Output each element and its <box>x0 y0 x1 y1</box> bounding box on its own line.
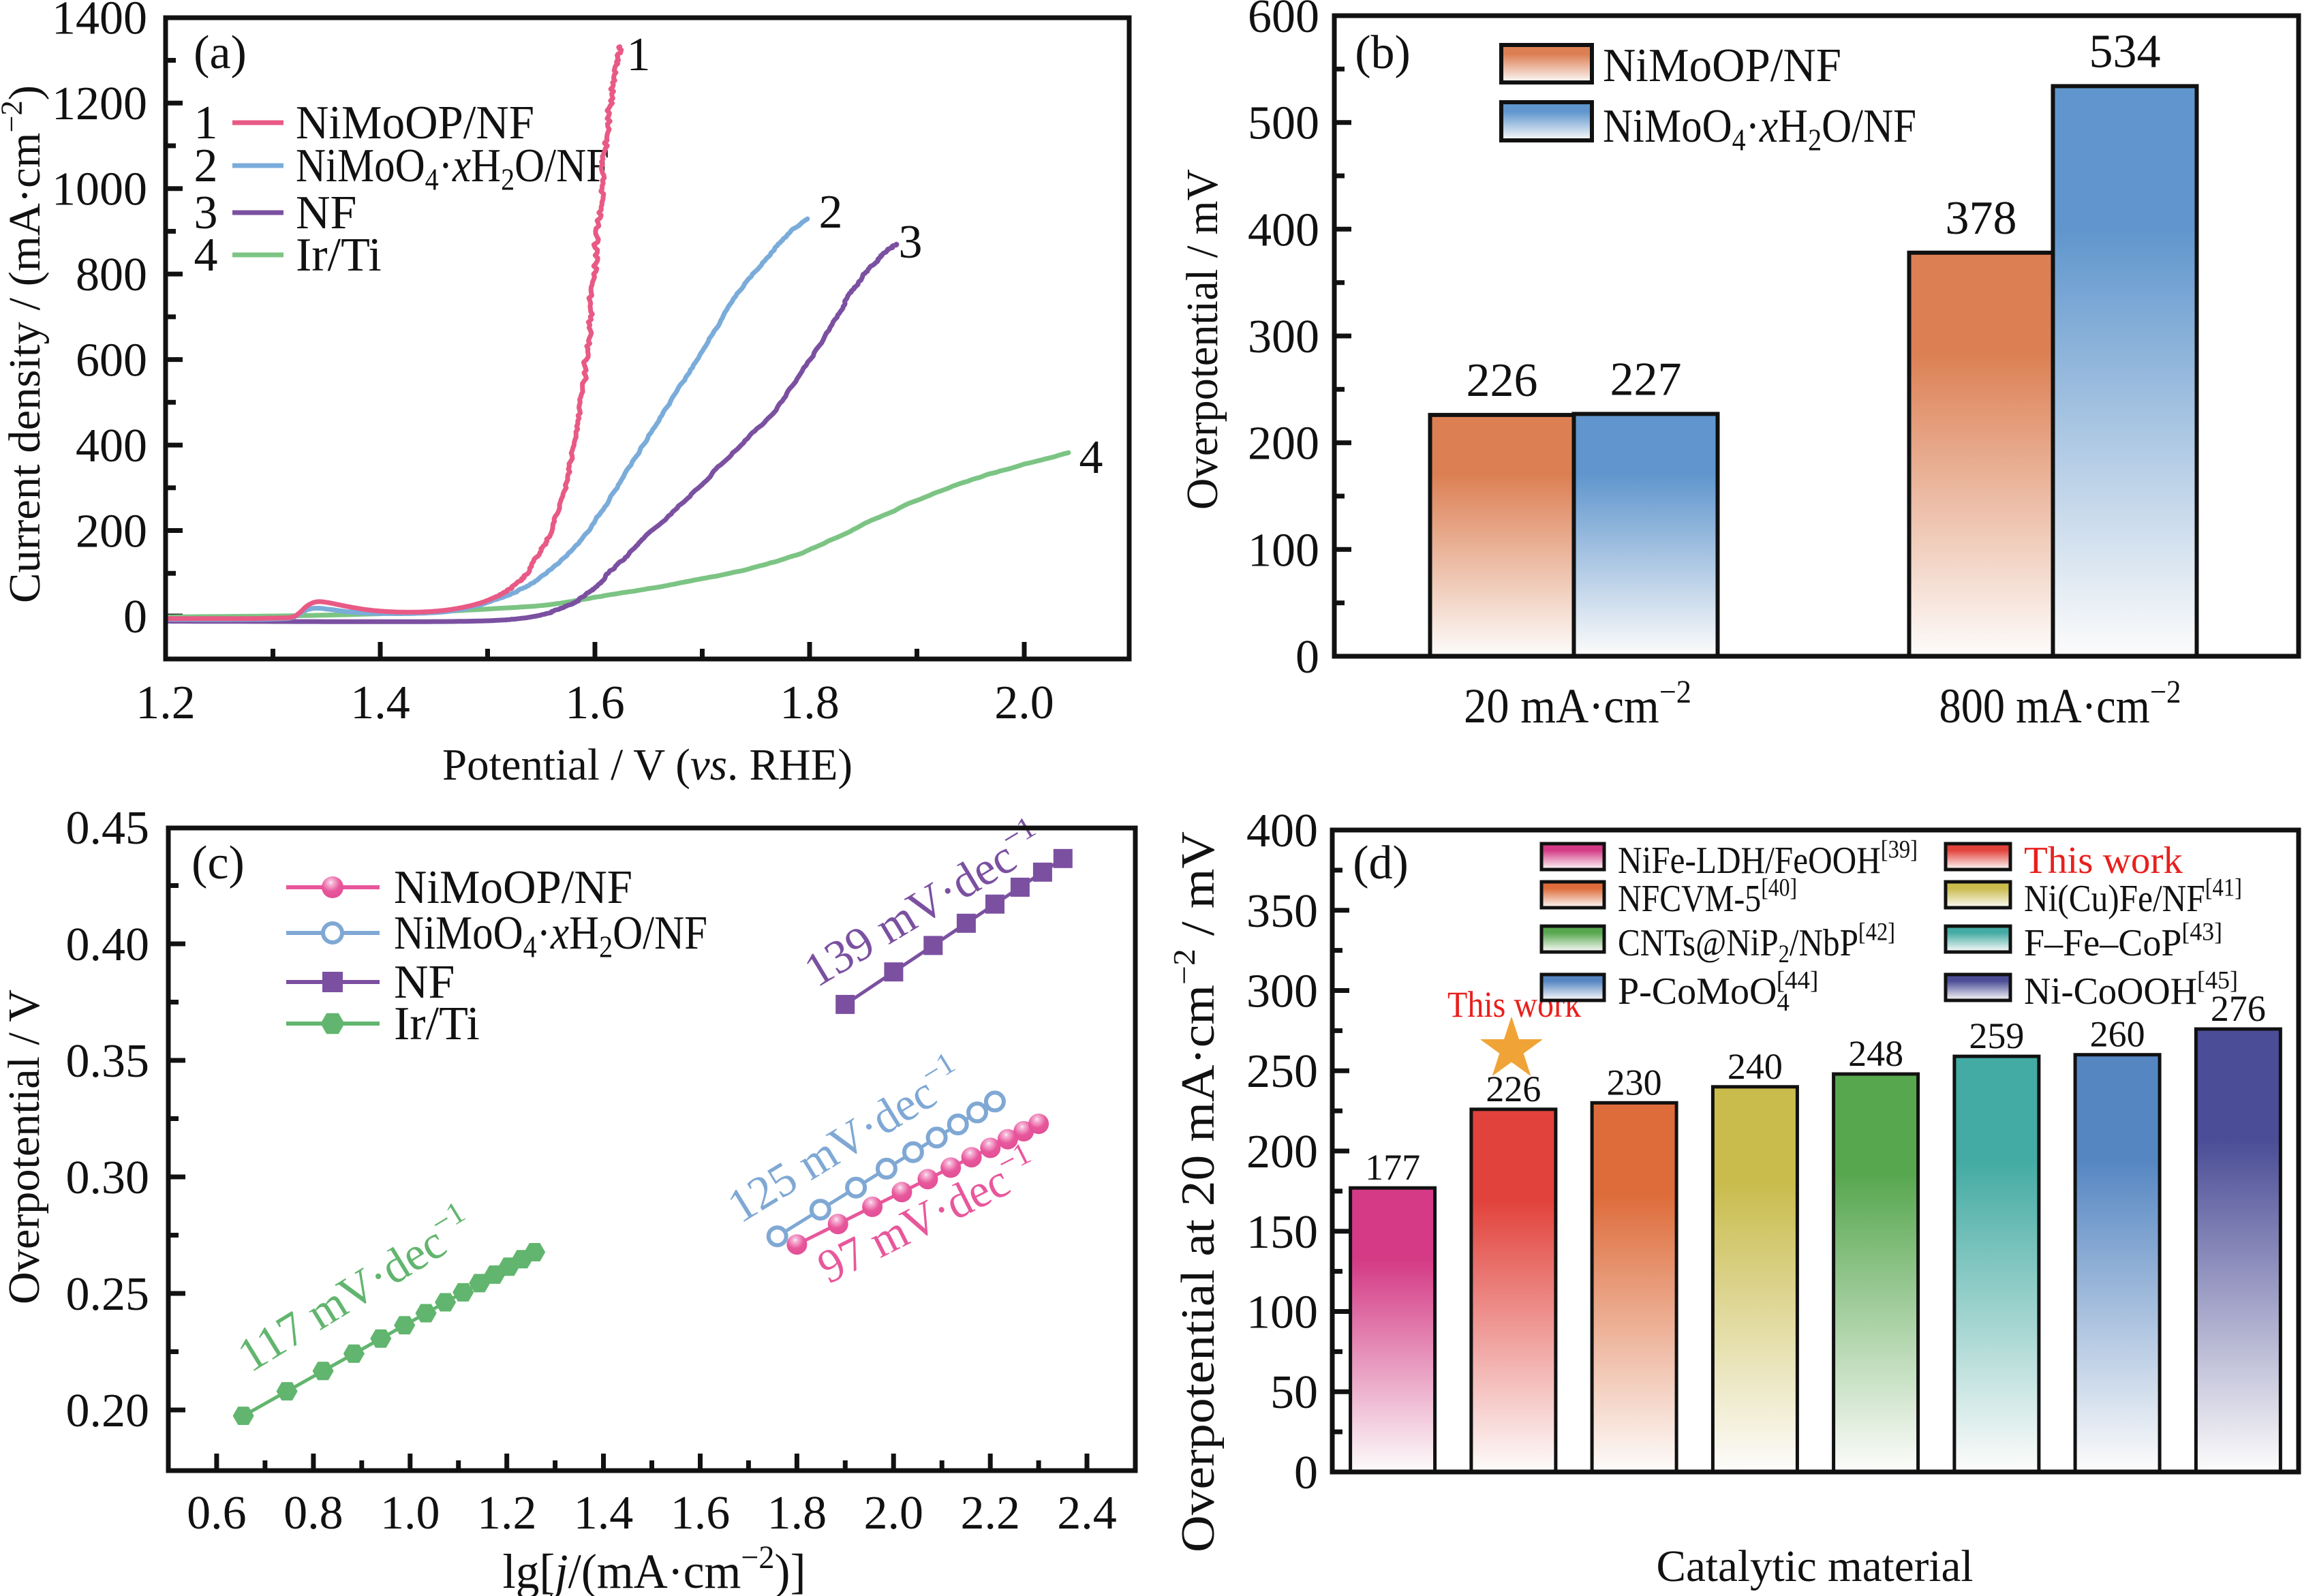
svg-text:0.6: 0.6 <box>187 1487 247 1539</box>
svg-text:400: 400 <box>76 420 147 472</box>
svg-text:NiMoO4·xH2O/NF: NiMoO4·xH2O/NF <box>296 140 609 197</box>
svg-text:4: 4 <box>1079 431 1103 484</box>
svg-text:2.0: 2.0 <box>994 677 1054 729</box>
svg-text:227: 227 <box>1610 353 1682 405</box>
svg-text:(c): (c) <box>191 837 245 889</box>
svg-text:20 mA·cm−2: 20 mA·cm−2 <box>1464 674 1691 733</box>
svg-text:1.0: 1.0 <box>380 1487 440 1539</box>
svg-text:0.30: 0.30 <box>66 1152 150 1204</box>
svg-text:NiMoO4·xH2O/NF: NiMoO4·xH2O/NF <box>1603 100 1916 157</box>
svg-text:4: 4 <box>194 229 218 281</box>
svg-text:1.6: 1.6 <box>565 677 625 729</box>
svg-text:NF: NF <box>394 956 455 1009</box>
svg-text:0: 0 <box>123 591 147 643</box>
svg-text:NiMoOP/NF: NiMoOP/NF <box>296 97 534 149</box>
svg-text:Catalytic material: Catalytic material <box>1657 1541 1974 1591</box>
svg-text:100: 100 <box>1248 524 1319 577</box>
svg-text:1: 1 <box>194 97 218 149</box>
svg-text:2.4: 2.4 <box>1057 1487 1117 1539</box>
svg-text:800 mA·cm−2: 800 mA·cm−2 <box>1939 674 2181 733</box>
svg-text:Overpotential at 20 mA·cm−2 /: Overpotential at 20 mA·cm−2 / mV <box>1167 831 1225 1552</box>
svg-text:177: 177 <box>1365 1147 1420 1188</box>
svg-text:0.25: 0.25 <box>66 1268 150 1321</box>
svg-text:NiFe-LDH/FeOOH[39]: NiFe-LDH/FeOOH[39] <box>1618 836 1918 882</box>
svg-text:0.45: 0.45 <box>66 802 150 855</box>
svg-text:300: 300 <box>1246 966 1318 1018</box>
svg-text:lg[j/(mA·cm−2)]: lg[j/(mA·cm−2)] <box>503 1539 806 1596</box>
svg-text:NiMoOP/NF: NiMoOP/NF <box>1603 40 1841 92</box>
svg-text:(b): (b) <box>1355 27 1411 79</box>
svg-text:2.2: 2.2 <box>960 1487 1020 1539</box>
svg-text:2: 2 <box>819 186 843 239</box>
svg-text:300: 300 <box>1248 311 1319 363</box>
svg-text:Ir/Ti: Ir/Ti <box>296 229 382 281</box>
svg-text:Ir/Ti: Ir/Ti <box>394 998 480 1050</box>
svg-text:Overpotential / mV: Overpotential / mV <box>1178 169 1227 510</box>
svg-text:240: 240 <box>1728 1046 1783 1087</box>
svg-text:This work: This work <box>2024 840 2183 882</box>
svg-text:1.2: 1.2 <box>477 1487 537 1539</box>
svg-text:378: 378 <box>1946 192 2017 245</box>
svg-text:Ni-CoOOH[45]: Ni-CoOOH[45] <box>2024 967 2238 1013</box>
svg-text:(a): (a) <box>194 27 247 79</box>
svg-text:1.4: 1.4 <box>574 1487 634 1539</box>
svg-text:(d): (d) <box>1353 837 1409 889</box>
svg-text:230: 230 <box>1607 1062 1662 1103</box>
svg-text:260: 260 <box>2090 1014 2145 1055</box>
svg-text:600: 600 <box>1248 0 1319 43</box>
svg-text:NF: NF <box>296 187 356 239</box>
svg-text:400: 400 <box>1246 805 1318 857</box>
svg-text:2: 2 <box>194 140 218 192</box>
svg-text:259: 259 <box>1969 1015 2024 1056</box>
svg-text:1.8: 1.8 <box>767 1487 827 1539</box>
svg-text:600: 600 <box>76 335 147 387</box>
svg-text:1200: 1200 <box>52 78 147 130</box>
svg-text:200: 200 <box>1248 418 1319 470</box>
svg-text:250: 250 <box>1246 1045 1318 1098</box>
svg-text:Potential / V (vs. RHE): Potential / V (vs. RHE) <box>442 740 853 790</box>
svg-text:0.40: 0.40 <box>66 919 150 971</box>
svg-text:3: 3 <box>194 187 218 239</box>
svg-text:100: 100 <box>1246 1287 1318 1339</box>
svg-text:0.35: 0.35 <box>66 1035 150 1088</box>
svg-text:1400: 1400 <box>52 0 147 45</box>
svg-text:534: 534 <box>2089 25 2161 78</box>
svg-text:800: 800 <box>76 249 147 301</box>
svg-text:Ni(Cu)Fe/NF[41]: Ni(Cu)Fe/NF[41] <box>2024 874 2242 920</box>
svg-text:Current density / (mA·cm−2): Current density / (mA·cm−2) <box>0 85 50 603</box>
svg-text:276: 276 <box>2211 988 2266 1029</box>
svg-text:350: 350 <box>1246 885 1318 938</box>
svg-text:50: 50 <box>1270 1366 1318 1419</box>
svg-text:200: 200 <box>76 506 147 558</box>
svg-text:0: 0 <box>1295 631 1319 684</box>
svg-text:2.0: 2.0 <box>863 1487 923 1539</box>
svg-text:0: 0 <box>1294 1447 1318 1499</box>
svg-text:NiMoOP/NF: NiMoOP/NF <box>394 861 632 914</box>
svg-text:248: 248 <box>1848 1033 1903 1074</box>
svg-text:CNTs@NiP2/NbP[42]: CNTs@NiP2/NbP[42] <box>1618 919 1895 969</box>
svg-text:0.8: 0.8 <box>283 1487 343 1539</box>
svg-text:200: 200 <box>1246 1126 1318 1178</box>
svg-text:NFCVM-5[40]: NFCVM-5[40] <box>1618 874 1797 920</box>
svg-text:0.20: 0.20 <box>66 1385 150 1437</box>
svg-text:150: 150 <box>1246 1206 1318 1259</box>
svg-text:1000: 1000 <box>52 164 147 216</box>
svg-text:1.6: 1.6 <box>671 1487 731 1539</box>
svg-text:P-CoMoO4[44]: P-CoMoO4[44] <box>1618 967 1818 1017</box>
svg-text:3: 3 <box>899 216 923 268</box>
svg-text:1.8: 1.8 <box>780 677 840 729</box>
svg-text:226: 226 <box>1486 1069 1541 1109</box>
svg-text:Overpotential / V: Overpotential / V <box>0 989 49 1304</box>
svg-text:500: 500 <box>1248 97 1319 150</box>
svg-text:1.4: 1.4 <box>350 677 410 729</box>
svg-text:400: 400 <box>1248 204 1319 256</box>
svg-text:NiMoO4·xH2O/NF: NiMoO4·xH2O/NF <box>394 907 707 964</box>
svg-text:1.2: 1.2 <box>136 677 196 729</box>
svg-text:1: 1 <box>627 29 651 81</box>
svg-text:F–Fe–CoP[43]: F–Fe–CoP[43] <box>2024 919 2222 964</box>
svg-text:226: 226 <box>1467 354 1538 407</box>
